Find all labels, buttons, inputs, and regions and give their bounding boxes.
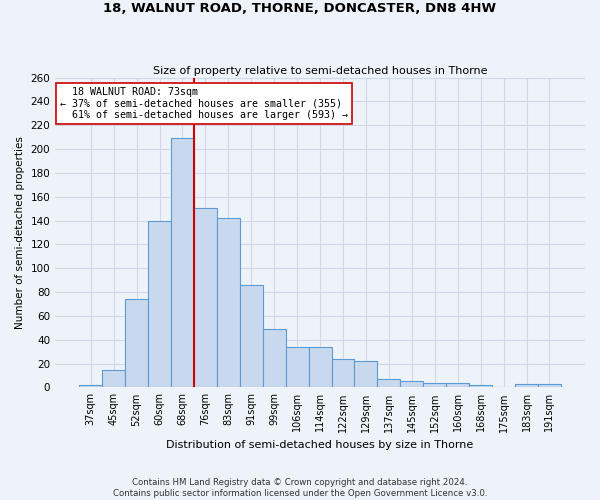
Bar [79, 385, 102, 388]
Bar [538, 384, 561, 388]
Y-axis label: Number of semi-detached properties: Number of semi-detached properties [15, 136, 25, 329]
Text: 18 WALNUT ROAD: 73sqm
← 37% of semi-detached houses are smaller (355)
  61% of s: 18 WALNUT ROAD: 73sqm ← 37% of semi-deta… [61, 87, 349, 120]
Bar [217, 218, 240, 388]
Bar [263, 329, 286, 388]
Text: Contains HM Land Registry data © Crown copyright and database right 2024.
Contai: Contains HM Land Registry data © Crown c… [113, 478, 487, 498]
Bar [102, 370, 125, 388]
Bar [171, 138, 194, 388]
Bar [377, 379, 400, 388]
Bar [148, 220, 171, 388]
Bar [355, 361, 377, 388]
Bar [194, 208, 217, 388]
Bar [515, 384, 538, 388]
Bar [469, 385, 492, 388]
Bar [332, 359, 355, 388]
Bar [286, 347, 308, 388]
Bar [240, 285, 263, 388]
Bar [423, 382, 446, 388]
Bar [446, 382, 469, 388]
X-axis label: Distribution of semi-detached houses by size in Thorne: Distribution of semi-detached houses by … [166, 440, 474, 450]
Title: Size of property relative to semi-detached houses in Thorne: Size of property relative to semi-detach… [153, 66, 487, 76]
Bar [125, 300, 148, 388]
Text: 18, WALNUT ROAD, THORNE, DONCASTER, DN8 4HW: 18, WALNUT ROAD, THORNE, DONCASTER, DN8 … [103, 2, 497, 16]
Bar [400, 382, 423, 388]
Bar [308, 347, 332, 388]
